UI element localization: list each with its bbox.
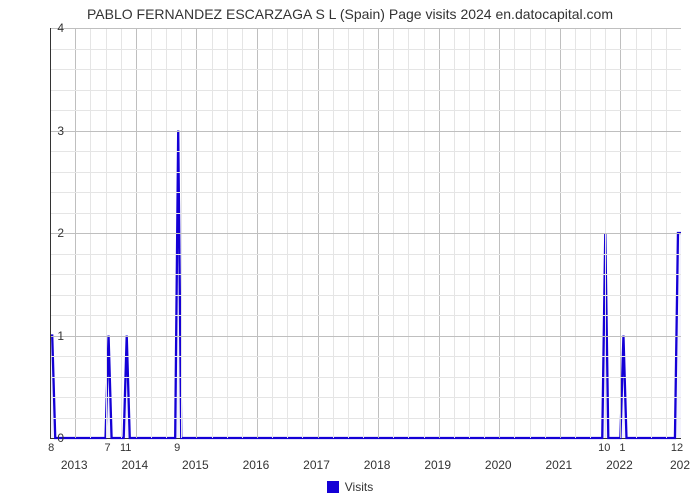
x-tick-label: 2019 — [424, 458, 451, 472]
gridline-major-h — [51, 336, 681, 337]
legend-item-visits: Visits — [327, 480, 373, 494]
spike-label: 10 — [598, 442, 610, 454]
spike-label: 9 — [174, 442, 180, 454]
y-tick-label: 4 — [44, 21, 64, 35]
gridline-major-h — [51, 28, 681, 29]
gridline-minor-h — [51, 295, 681, 296]
x-tick-label: 2021 — [545, 458, 572, 472]
plot-area — [50, 28, 681, 439]
gridline-minor-h — [51, 172, 681, 173]
gridline-minor-h — [51, 254, 681, 255]
spike-label: 8 — [48, 442, 54, 454]
gridline-minor-h — [51, 110, 681, 111]
legend: Visits — [0, 480, 700, 498]
gridline-minor-h — [51, 90, 681, 91]
x-tick-label: 2015 — [182, 458, 209, 472]
x-tick-label: 2014 — [121, 458, 148, 472]
gridline-minor-h — [51, 418, 681, 419]
y-tick-label: 2 — [44, 226, 64, 240]
gridline-minor-h — [51, 49, 681, 50]
spike-label: 7 — [104, 442, 110, 454]
gridline-minor-h — [51, 377, 681, 378]
gridline-minor-h — [51, 356, 681, 357]
gridline-minor-h — [51, 192, 681, 193]
x-tick-label: 2022 — [606, 458, 633, 472]
gridline-minor-h — [51, 397, 681, 398]
spike-label: 1 — [619, 442, 625, 454]
spike-label: 12 — [671, 442, 683, 454]
x-tick-label: 2018 — [364, 458, 391, 472]
gridline-major-h — [51, 131, 681, 132]
gridline-minor-h — [51, 213, 681, 214]
x-tick-label: 2017 — [303, 458, 330, 472]
spike-label: 11 — [120, 442, 131, 454]
gridline-minor-h — [51, 274, 681, 275]
x-tick-label: 202 — [670, 458, 690, 472]
chart-title: PABLO FERNANDEZ ESCARZAGA S L (Spain) Pa… — [0, 6, 700, 22]
gridline-minor-h — [51, 151, 681, 152]
x-tick-label: 2016 — [243, 458, 270, 472]
gridline-major-h — [51, 233, 681, 234]
legend-swatch — [327, 481, 339, 493]
legend-label: Visits — [345, 480, 373, 494]
y-tick-label: 3 — [44, 124, 64, 138]
x-tick-label: 2013 — [61, 458, 88, 472]
x-tick-label: 2020 — [485, 458, 512, 472]
gridline-minor-h — [51, 69, 681, 70]
chart-container: PABLO FERNANDEZ ESCARZAGA S L (Spain) Pa… — [0, 0, 700, 500]
y-tick-label: 1 — [44, 329, 64, 343]
gridline-minor-h — [51, 315, 681, 316]
